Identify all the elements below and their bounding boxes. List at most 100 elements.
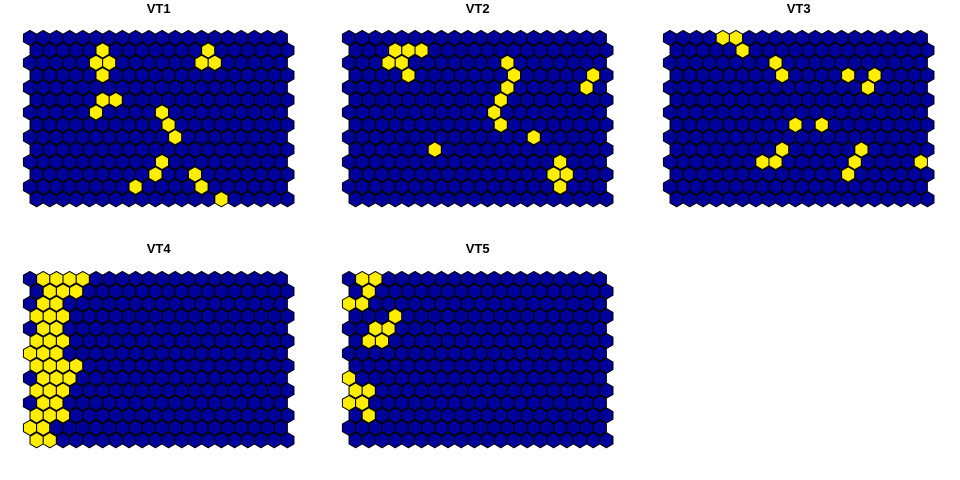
hex-cell (141, 129, 156, 146)
hex-cell (374, 141, 390, 158)
hex-cell (447, 178, 462, 195)
hex-cell (847, 104, 862, 121)
hex-cell (520, 191, 535, 208)
hex-cell (154, 29, 170, 47)
hex-cell (520, 67, 535, 84)
hex-cell (893, 166, 909, 183)
hex-cell (234, 129, 249, 146)
hex-cell (887, 129, 902, 146)
hex-cell (586, 141, 601, 158)
hex-cell (201, 382, 216, 399)
hex-cell (695, 42, 711, 59)
hex-cell (36, 295, 51, 312)
hex-cell (414, 42, 429, 59)
hex-cell (154, 320, 170, 337)
hex-cell (49, 79, 64, 96)
hex-cell (394, 178, 409, 195)
hex-cell (82, 332, 97, 350)
hex-cell (240, 191, 255, 208)
hex-cell (860, 29, 876, 47)
hex-cell (128, 295, 143, 312)
hex-cell (427, 141, 442, 158)
hex-cell (348, 42, 363, 59)
hex-cell (161, 166, 176, 183)
hex-cell (341, 104, 357, 121)
hex-cell (440, 42, 456, 59)
hex-cell (546, 332, 561, 350)
hex-cell (29, 332, 44, 350)
hex-cell (913, 178, 928, 195)
hex-cell (520, 357, 535, 374)
hex-cell (473, 345, 489, 362)
hex-cell (29, 191, 44, 208)
hex-cell (154, 153, 170, 171)
hex-cell (247, 79, 262, 96)
hex-cell (88, 29, 104, 47)
hex-cell (735, 67, 750, 84)
hex-cell (374, 67, 390, 84)
hex-cell (460, 295, 475, 312)
hex-cell (794, 29, 810, 47)
hex-cell (82, 116, 97, 133)
hex-cell (781, 54, 796, 71)
hex-cell (801, 141, 816, 158)
hex-cell (748, 67, 763, 84)
hex-cell (599, 141, 614, 158)
hex-cell (579, 394, 594, 412)
hex-cell (447, 394, 462, 412)
hex-cell (533, 191, 548, 208)
hex-cell (141, 370, 156, 387)
hex-cell (427, 382, 442, 399)
hex-cell (187, 91, 203, 109)
hex-cell (154, 104, 170, 121)
hex-cell (22, 320, 38, 337)
hex-cell (526, 104, 541, 121)
hex-cell (201, 432, 216, 449)
hex-cell (421, 29, 436, 47)
hex-cell (280, 308, 295, 325)
hex-cell (42, 191, 57, 208)
hex-cell (434, 370, 449, 387)
hex-cell (374, 42, 390, 59)
hex-cell (88, 129, 104, 146)
hex-cell (95, 308, 110, 325)
hex-cell (722, 166, 737, 183)
hex-cell (187, 432, 203, 449)
hex-cell (207, 79, 222, 96)
hex-cell (506, 91, 522, 109)
hex-cell (880, 116, 895, 133)
hex-cell (55, 332, 71, 350)
hex-cell (128, 178, 143, 195)
hex-cell (121, 141, 137, 158)
hex-cell (559, 191, 574, 208)
hex-cell (513, 295, 528, 312)
hex-cell (454, 432, 469, 449)
hex-cell (480, 308, 495, 325)
hex-cell (592, 345, 607, 362)
hex-cell (128, 394, 143, 412)
hex-cell (174, 116, 189, 133)
hex-cell (920, 91, 935, 109)
hex-cell (920, 42, 935, 59)
hex-cell (273, 419, 288, 436)
hex-cell (768, 79, 783, 96)
hex-cell (834, 129, 849, 146)
hex-cell (467, 332, 482, 350)
hex-cell (407, 153, 423, 171)
hex-cell (775, 166, 790, 183)
hex-cell (381, 419, 396, 436)
hex-cell (49, 320, 64, 337)
hex-cell (467, 166, 482, 183)
hex-cell (388, 283, 403, 300)
hex-cell (781, 153, 796, 171)
hex-cell (526, 29, 541, 47)
hex-cell (374, 432, 390, 449)
hex-cell (247, 295, 262, 312)
hex-cell (735, 91, 750, 109)
hex-cell (102, 54, 117, 71)
hex-cell (75, 178, 90, 195)
hex-cell (394, 295, 409, 312)
hex-cell (695, 91, 711, 109)
hex-cell (368, 153, 383, 171)
hex-cell (533, 166, 548, 183)
